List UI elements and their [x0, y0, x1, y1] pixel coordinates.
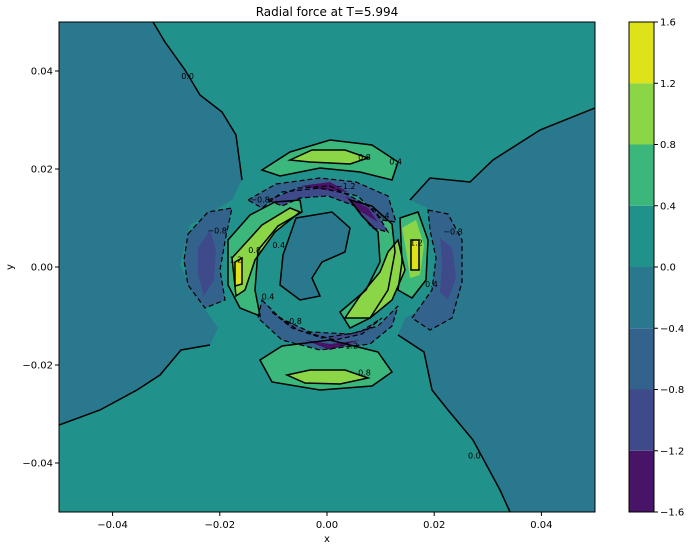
colorbar-tick-label: −0.8: [660, 385, 684, 396]
region-bottom-0.8: [287, 370, 368, 384]
contour-label: −1.2: [336, 182, 355, 191]
x-axis-ticks: −0.04 −0.02 0.00 0.02 0.04: [97, 512, 553, 531]
region-left-lobe-neg2: [198, 230, 216, 296]
colorbar-tick-label: 0.4: [660, 201, 676, 212]
colorbar-tick-label: −1.2: [660, 446, 684, 457]
region-right-lobe-neg2: [440, 238, 456, 300]
contour-label: 0.4: [377, 212, 390, 221]
colorbar-tick-label: 0.0: [660, 263, 676, 274]
region-left-negative: [59, 22, 242, 425]
x-axis-label: x: [324, 534, 330, 545]
contour-label: 0.4: [425, 280, 438, 289]
contour-plot-area: 0.0 0.8 0.4 −0.8 −1.2 0.4 −0.8 −0.8 1.2 1.2 0.8 0.4…: [59, 22, 595, 512]
x-tick-label: 0.02: [423, 520, 445, 531]
region-left-0.8: [232, 208, 300, 296]
region-top-0.8: [290, 150, 368, 164]
contour-label: −0.8: [282, 317, 301, 326]
contour-label: 0.4: [389, 158, 402, 167]
colorbar-band: [629, 267, 654, 329]
contour-label: 1.2: [410, 239, 423, 248]
region-peak-right: [411, 240, 419, 270]
contour-label: 0.4: [262, 292, 275, 301]
contour-label: −0.8: [250, 195, 269, 204]
region-top-arc-neg2: [268, 186, 388, 232]
colorbar-band: [629, 328, 654, 390]
colorbar-tick-label: −1.6: [660, 508, 684, 519]
region-right-lobe-neg: [412, 210, 462, 330]
colorbar-tick-label: 1.2: [660, 79, 676, 90]
contour-label: 0.8: [248, 246, 261, 255]
colorbar-tick-label: 1.6: [660, 18, 676, 29]
region-top-arc-neg: [248, 178, 396, 222]
y-tick-label: 0.04: [31, 67, 53, 78]
colorbar-band: [629, 450, 654, 512]
colorbar-band: [629, 144, 654, 206]
contour-label: 0.0: [468, 452, 481, 461]
contour-label: −0.8: [207, 226, 226, 235]
region-peak-left: [235, 258, 242, 286]
contour-label: 0.0: [181, 72, 194, 81]
colorbar-band: [629, 83, 654, 145]
x-tick-label: −0.02: [204, 520, 235, 531]
colorbar-band: [629, 22, 654, 84]
x-tick-label: 0.04: [530, 520, 552, 531]
y-axis-label: y: [5, 264, 16, 270]
region-center-negative: [280, 212, 350, 300]
contour-lines-solid: [59, 22, 595, 512]
y-tick-label: −0.02: [22, 361, 53, 372]
chart-title: Radial force at T=5.994: [256, 5, 399, 19]
contour-label: −0.8: [443, 228, 462, 237]
colorbar-tick-label: 0.8: [660, 140, 676, 151]
contour-label: 0.4: [272, 241, 285, 250]
contour-lines-dashed: [183, 177, 463, 351]
colorbar-band: [629, 389, 654, 451]
x-tick-label: −0.04: [97, 520, 128, 531]
y-tick-label: 0.02: [31, 165, 53, 176]
region-bottom-arc-neg: [258, 300, 398, 350]
colorbar-tick-label: −0.4: [660, 324, 684, 335]
contour-label: 1.2: [230, 256, 243, 265]
x-tick-label: 0.00: [316, 520, 338, 531]
colorbar-band: [629, 205, 654, 267]
contour-label: −1.2: [339, 341, 358, 350]
y-axis-ticks: −0.04 −0.02 0.00 0.02 0.04: [22, 67, 59, 470]
colorbar: −1.6 −1.2 −0.8 −0.4 0.0 0.4 0.8 1.2 1.6: [628, 18, 684, 519]
contour-labels: 0.0 0.8 0.4 −0.8 −1.2 0.4 −0.8 −0.8 1.2 1.2 0.8 0.4…: [181, 72, 480, 461]
region-right-negative: [398, 108, 595, 512]
y-tick-label: −0.04: [22, 459, 53, 470]
y-tick-label: 0.00: [31, 263, 53, 274]
contour-label: 0.8: [358, 368, 371, 377]
contour-label: 0.8: [358, 153, 371, 162]
region-bottom-arc-neg3: [305, 340, 360, 350]
